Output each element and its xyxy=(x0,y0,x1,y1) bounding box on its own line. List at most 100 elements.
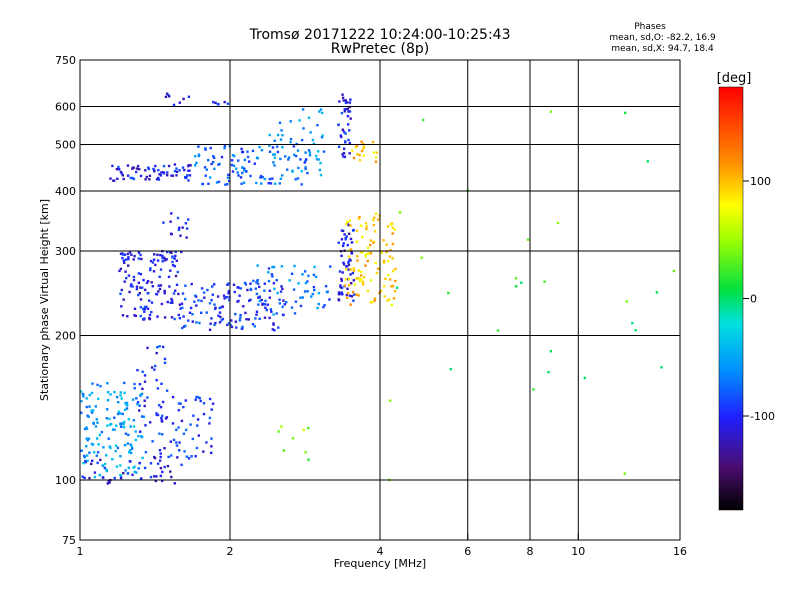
scatter-point xyxy=(420,256,423,259)
scatter-point xyxy=(241,166,244,169)
scatter-point xyxy=(249,298,252,301)
scatter-point xyxy=(366,259,369,263)
scatter-point xyxy=(269,182,273,185)
scatter-point xyxy=(97,397,100,400)
scatter-point xyxy=(243,158,247,162)
scatter-point xyxy=(362,145,366,148)
scatter-point xyxy=(514,285,518,288)
scatter-point xyxy=(146,346,149,350)
scatter-point xyxy=(182,315,185,318)
scatter-point xyxy=(358,277,362,280)
scatter-point xyxy=(114,449,117,453)
scatter-point xyxy=(123,420,126,424)
scatter-point xyxy=(317,291,321,295)
scatter-point xyxy=(279,177,283,180)
scatter-point xyxy=(273,156,277,159)
scatter-point xyxy=(157,169,160,172)
scatter-point xyxy=(140,392,144,396)
scatter-point xyxy=(242,305,245,308)
scatter-point xyxy=(81,475,84,478)
scatter-point xyxy=(343,131,346,134)
scatter-point xyxy=(387,259,390,263)
scatter-point xyxy=(119,391,122,394)
scatter-point xyxy=(372,151,376,154)
scatter-point xyxy=(301,296,304,299)
scatter-point xyxy=(282,449,285,452)
scatter-point xyxy=(149,259,153,263)
scatter-point xyxy=(583,376,586,380)
scatter-point xyxy=(109,422,113,426)
scatter-point xyxy=(148,299,151,302)
scatter-point xyxy=(167,164,171,168)
scatter-point xyxy=(247,318,250,321)
scatter-point xyxy=(202,402,206,405)
scatter-point xyxy=(272,161,275,164)
scatter-point xyxy=(213,303,216,306)
scatter-point xyxy=(346,292,350,295)
scatter-point xyxy=(211,402,215,405)
scatter-point xyxy=(134,430,137,433)
scatter-point xyxy=(235,326,238,329)
scatter-point xyxy=(258,295,261,298)
scatter-point xyxy=(136,164,140,168)
scatter-point xyxy=(355,240,359,243)
scatter-point xyxy=(375,151,379,154)
scatter-point xyxy=(348,294,352,297)
scatter-point xyxy=(82,462,85,465)
scatter-point xyxy=(143,380,147,383)
scatter-point xyxy=(172,438,176,442)
scatter-point xyxy=(349,98,352,101)
scatter-point xyxy=(155,475,158,478)
scatter-point xyxy=(360,270,363,274)
scatter-point xyxy=(362,276,366,279)
scatter-point xyxy=(169,220,172,223)
scatter-point xyxy=(274,182,277,185)
scatter-point xyxy=(153,475,156,478)
scatter-point xyxy=(178,441,181,444)
scatter-point xyxy=(287,158,290,161)
scatter-point xyxy=(118,269,121,273)
scatter-points xyxy=(79,92,676,485)
scatter-point xyxy=(283,303,286,306)
scatter-point xyxy=(281,287,284,291)
scatter-point xyxy=(197,154,201,158)
scatter-point xyxy=(306,171,309,175)
scatter-point xyxy=(337,123,340,127)
scatter-point xyxy=(268,316,271,320)
scatter-point xyxy=(264,306,267,309)
scatter-point xyxy=(184,222,188,225)
scatter-point xyxy=(108,481,111,484)
scatter-point xyxy=(300,183,303,186)
scatter-point xyxy=(212,155,215,158)
scatter-point xyxy=(358,280,362,283)
scatter-point xyxy=(172,103,176,107)
scatter-point xyxy=(120,288,123,292)
scatter-point xyxy=(119,412,122,415)
scatter-point xyxy=(192,414,195,417)
scatter-point xyxy=(341,128,344,131)
scatter-point xyxy=(161,400,165,404)
scatter-point xyxy=(268,144,271,147)
scatter-point xyxy=(312,273,316,277)
scatter-point xyxy=(98,433,101,437)
scatter-point xyxy=(226,102,230,105)
scatter-point xyxy=(366,246,370,249)
scatter-point xyxy=(144,169,147,172)
scatter-point xyxy=(143,374,147,377)
scatter-point xyxy=(347,268,350,271)
scatter-point xyxy=(337,293,341,296)
scatter-point xyxy=(243,169,246,172)
scatter-point xyxy=(155,412,158,415)
scatter-point xyxy=(80,449,83,452)
scatter-point xyxy=(296,149,300,152)
scatter-point xyxy=(391,226,395,229)
scatter-point xyxy=(132,419,136,422)
scatter-point xyxy=(129,449,132,452)
scatter-point xyxy=(268,133,271,137)
scatter-point xyxy=(138,292,141,295)
scatter-point xyxy=(169,440,172,443)
scatter-point xyxy=(189,423,192,426)
scatter-point xyxy=(263,177,267,181)
scatter-point xyxy=(340,229,344,232)
scatter-point xyxy=(106,424,109,427)
